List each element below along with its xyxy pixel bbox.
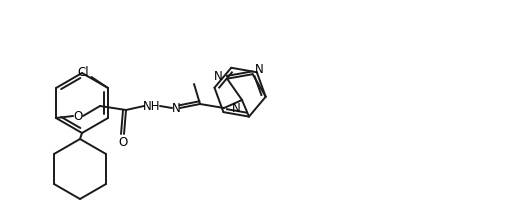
Text: O: O: [119, 137, 128, 149]
Text: N: N: [256, 63, 264, 76]
Text: O: O: [74, 110, 83, 122]
Text: N: N: [214, 70, 223, 83]
Text: Cl: Cl: [78, 65, 89, 78]
Text: N: N: [232, 102, 240, 114]
Text: N: N: [172, 102, 180, 114]
Text: NH: NH: [143, 100, 161, 113]
